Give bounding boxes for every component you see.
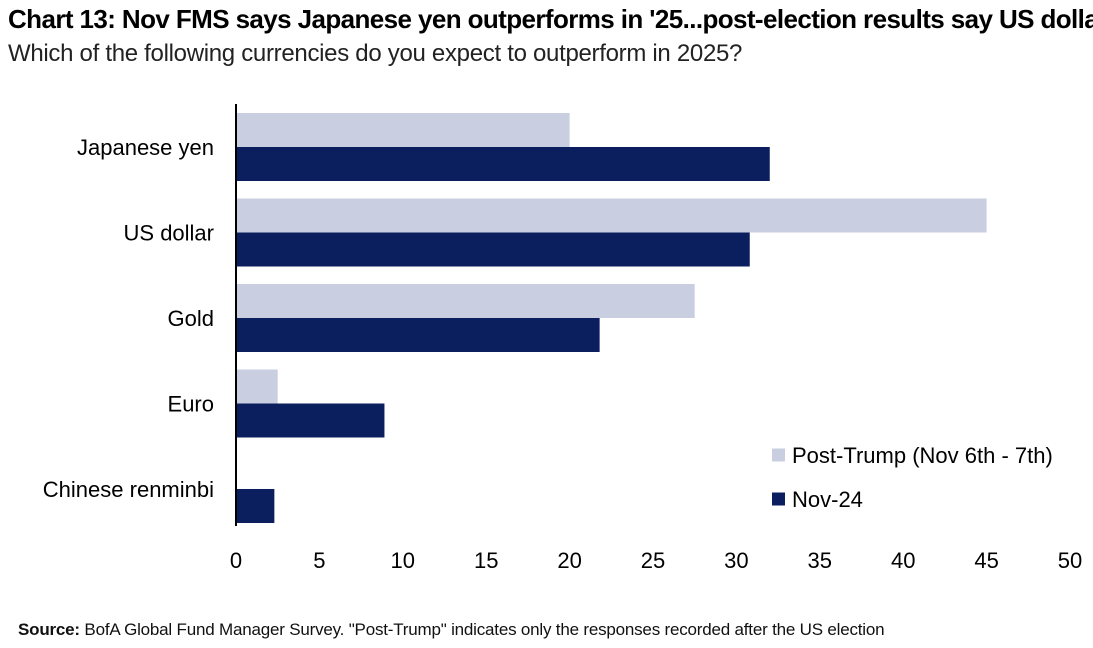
bar-euro-nov-24 [236, 403, 385, 438]
legend-swatch-post-trump [772, 448, 785, 462]
bar-euro-post-trump [236, 369, 278, 404]
bar-gold-nov-24 [236, 318, 600, 352]
chart-title: Chart 13: Nov FMS says Japanese yen outp… [8, 4, 1093, 34]
bar-japanese-yen-post-trump [236, 113, 570, 147]
category-label-gold: Gold [168, 306, 214, 331]
x-tick-label-20: 20 [557, 548, 581, 573]
bar-us-dollar-post-trump [236, 198, 987, 233]
bar-us-dollar-nov-24 [236, 232, 750, 267]
bars-group [236, 113, 987, 523]
legend-swatch-nov-24 [772, 492, 785, 506]
x-tick-label-0: 0 [230, 548, 242, 573]
bar-japanese-yen-nov-24 [236, 147, 770, 181]
legend-label-post-trump: Post-Trump (Nov 6th - 7th) [792, 443, 1053, 468]
chart-subtitle: Which of the following currencies do you… [8, 40, 743, 67]
x-tick-label-40: 40 [891, 548, 915, 573]
bar-gold-post-trump [236, 284, 695, 318]
source-text: BofA Global Fund Manager Survey. "Post-T… [79, 620, 885, 639]
x-tick-label-30: 30 [724, 548, 748, 573]
x-tick-label-10: 10 [391, 548, 415, 573]
category-label-japanese-yen: Japanese yen [77, 135, 214, 160]
category-label-us-dollar: US dollar [124, 221, 214, 246]
legend-label-nov-24: Nov-24 [792, 487, 863, 512]
category-label-chinese-renminbi: Chinese renminbi [43, 477, 214, 502]
x-tick-label-45: 45 [974, 548, 998, 573]
x-tick-label-50: 50 [1058, 548, 1082, 573]
category-label-euro: Euro [168, 392, 214, 417]
legend: Post-Trump (Nov 6th - 7th) Nov-24 [772, 443, 1053, 512]
category-labels: Japanese yen US dollar Gold Euro Chinese ren… [43, 135, 214, 502]
x-tick-label-35: 35 [808, 548, 832, 573]
source-label: Source: [18, 620, 80, 639]
bar-chinese-renminbi-nov-24 [236, 489, 275, 523]
x-tick-label-5: 5 [313, 548, 325, 573]
source-note: Source: BofA Global Fund Manager Survey.… [18, 620, 885, 640]
x-tick-label-15: 15 [474, 548, 498, 573]
x-tick-label-25: 25 [641, 548, 665, 573]
x-tick-labels: 0 5 10 15 20 25 30 35 40 45 50 [230, 548, 1082, 573]
